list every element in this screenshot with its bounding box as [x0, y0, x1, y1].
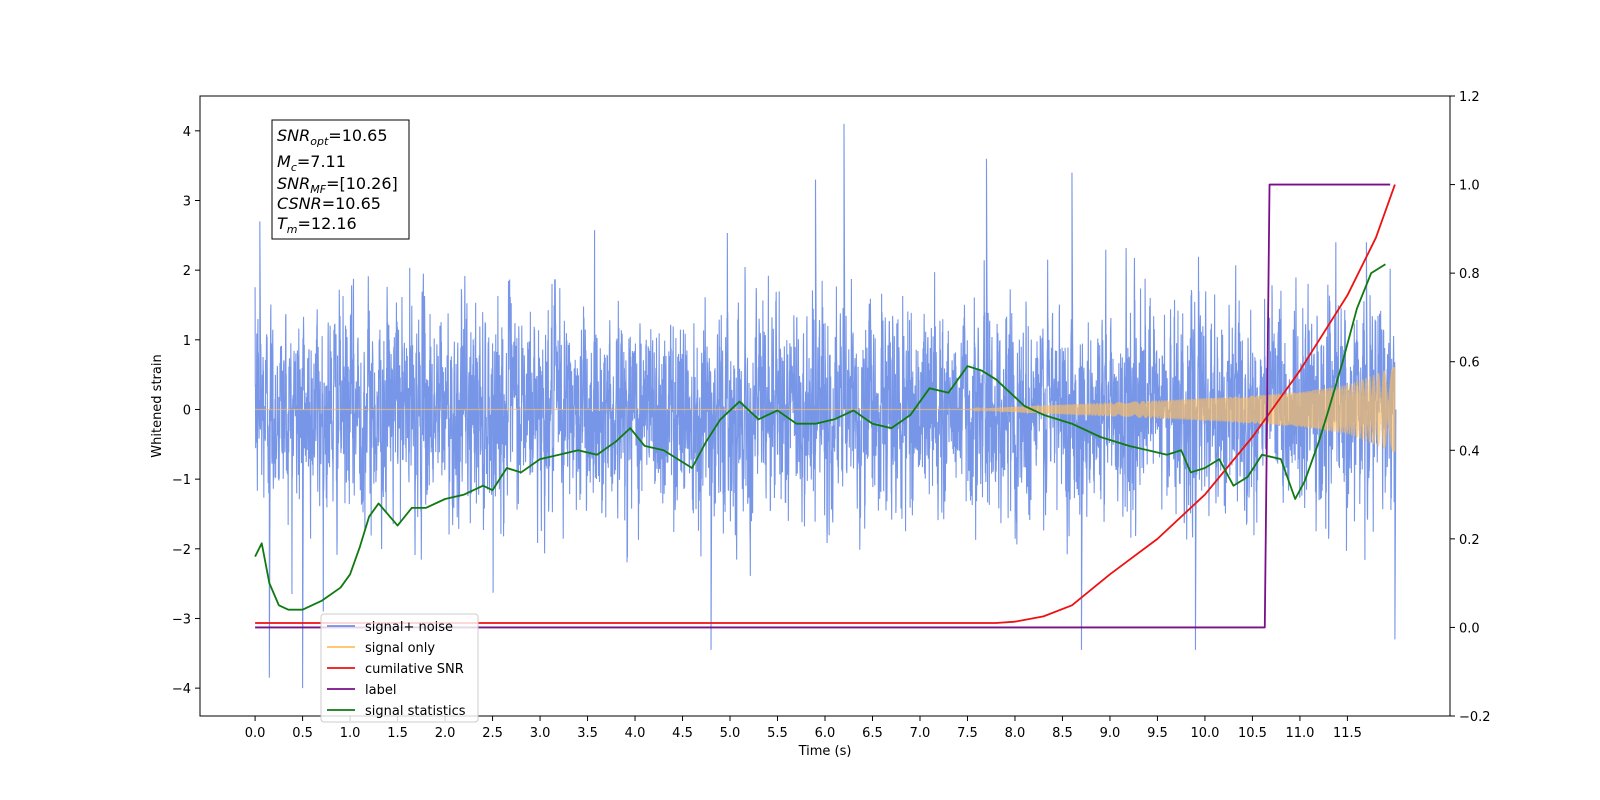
y2-tick-label: 0.6: [1459, 356, 1480, 371]
x-axis-label: Time (s): [798, 744, 852, 759]
annotation-box: SNRopt=10.65 Mc=7.11 SNRMF=[10.26] CSNR=…: [271, 119, 410, 240]
series-cumulative-snr: [255, 184, 1396, 624]
x-tick-label: 10.5: [1238, 726, 1267, 741]
plot-area: [254, 123, 1397, 689]
x-tick-label: 7.0: [910, 726, 931, 741]
legend-label: label: [365, 683, 396, 698]
annotation-csnr-base: CSNR: [277, 194, 322, 213]
annotation-snr-opt-value: =10.65: [328, 126, 387, 145]
x-tick-label: 9.0: [1100, 726, 1121, 741]
legend-label: cumilative SNR: [365, 662, 464, 677]
annotation-snr-mf-base: SNR: [277, 174, 310, 193]
x-tick-label: 3.0: [530, 726, 551, 741]
x-tick-label: 2.5: [482, 726, 503, 741]
x-tick-label: 0.5: [292, 726, 313, 741]
annotation-mc-value: =7.11: [297, 152, 346, 171]
annotation-snr-mf-sub: MF: [310, 183, 326, 196]
y2-tick-label: 1.0: [1459, 179, 1480, 194]
x-tick-label: 2.0: [435, 726, 456, 741]
annotation-tm-value: =12.16: [298, 214, 357, 233]
annotation-frame: [271, 119, 410, 240]
annotation-mc: Mc=7.11: [277, 152, 346, 174]
x-tick-label: 5.5: [767, 726, 788, 741]
x-tick-label: 7.5: [957, 726, 978, 741]
x-tick-label: 4.0: [625, 726, 646, 741]
y-tick-label: 3: [183, 194, 191, 209]
y2-tick-label: 1.2: [1459, 90, 1480, 105]
y2-tick-label: 0.8: [1459, 267, 1480, 282]
y-tick-label: −1: [172, 473, 191, 488]
y2-tick-label: 0.4: [1459, 444, 1480, 459]
series-signal-noise: [254, 123, 1397, 689]
annotation-snr-opt-sub: opt: [310, 135, 329, 148]
y-tick-label: 2: [183, 264, 191, 279]
legend-label: signal statistics: [365, 704, 466, 719]
series-label: [255, 183, 1391, 629]
series-signal-statistics: [254, 263, 1386, 611]
annotation-csnr-value: =10.65: [322, 194, 381, 213]
x-tick-label: 10.0: [1190, 726, 1219, 741]
y2-tick-label: −0.2: [1459, 710, 1491, 725]
legend-label: signal only: [365, 641, 435, 656]
x-tick-label: 11.5: [1333, 726, 1362, 741]
y-axis-label: Whitened strain: [150, 354, 165, 457]
annotation-mc-base: M: [277, 152, 291, 171]
annotation-snr-opt: SNRopt=10.65: [277, 126, 388, 148]
y2-tick-label: 0.0: [1459, 621, 1480, 636]
x-tick-label: 3.5: [577, 726, 598, 741]
annotation-csnr: CSNR=10.65: [277, 194, 381, 213]
x-tick-label: 6.5: [862, 726, 883, 741]
y-tick-label: 4: [183, 125, 191, 140]
x-tick-label: 9.5: [1147, 726, 1168, 741]
y-tick-label: 0: [183, 403, 191, 418]
series-signal-only: [255, 366, 1396, 453]
legend-label: signal+ noise: [365, 620, 453, 635]
annotation-snr-opt-base: SNR: [277, 126, 310, 145]
annotation-snr-mf: SNRMF=[10.26]: [277, 174, 398, 196]
axes: 0.0 0.5 1.0 1.5 2.0 2.5 3.0 3.5 4.0 4.5 5.0 5.5 6.0 6…: [172, 90, 1491, 741]
annotation-mc-sub: c: [291, 161, 297, 174]
x-tick-label: 0.0: [245, 726, 266, 741]
x-tick-label: 4.5: [672, 726, 693, 741]
x-tick-label: 11.0: [1285, 726, 1314, 741]
y-tick-label: 1: [183, 334, 191, 349]
annotation-snr-mf-value: =[10.26]: [326, 174, 398, 193]
x-tick-label: 1.5: [387, 726, 408, 741]
annotation-tm-base: T: [277, 214, 288, 233]
x-tick-label: 8.0: [1005, 726, 1026, 741]
x-tick-label: 8.5: [1052, 726, 1073, 741]
y-tick-label: −2: [172, 543, 191, 558]
legend-frame: [320, 613, 479, 723]
y2-tick-label: 0.2: [1459, 533, 1480, 548]
x-tick-label: 1.0: [340, 726, 361, 741]
annotation-tm: Tm=12.16: [277, 214, 357, 236]
y-tick-label: −4: [172, 682, 191, 697]
y-tick-label: −3: [172, 612, 191, 627]
legend: signal+ noise signal only cumilative SNR la…: [320, 613, 479, 723]
annotation-tm-sub: m: [287, 223, 298, 236]
x-tick-label: 6.0: [815, 726, 836, 741]
x-tick-label: 5.0: [720, 726, 741, 741]
